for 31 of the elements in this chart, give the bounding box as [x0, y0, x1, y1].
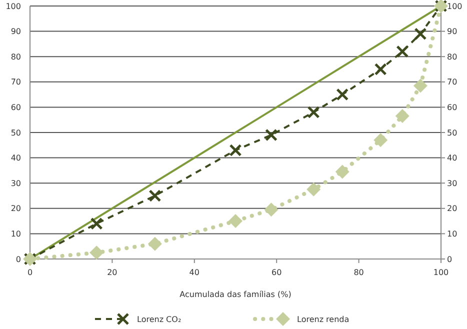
y2-tick-label: 80	[447, 52, 458, 62]
y-tick-label: 70	[10, 78, 21, 87]
x-tick-label: 80	[354, 268, 364, 277]
y-tick-label: 80	[10, 52, 21, 62]
y2-tick-label: 90	[447, 27, 458, 36]
x-tick-label: 20	[107, 268, 118, 277]
y2-tick-label: 50	[447, 128, 458, 138]
y2-tick-label: 100	[447, 2, 462, 11]
x-tick-label: 0	[27, 268, 33, 277]
y-tick-label: 50	[10, 128, 21, 138]
x-tick-label: 60	[272, 268, 282, 277]
y-tick-label: 60	[10, 103, 21, 112]
y-tick-label: 40	[10, 154, 21, 163]
x-tick-label: 100	[433, 268, 449, 277]
legend-label: Lorenz CO₂	[137, 314, 182, 324]
y2-tick-label: 60	[447, 103, 458, 112]
y2-tick-label: 10	[447, 230, 458, 238]
x-axis-title: Acumulada das famílias (%)	[180, 290, 292, 299]
y-tick-label: 0	[16, 254, 21, 264]
x-tick-label: 40	[189, 268, 200, 277]
y-tick-label: 10	[10, 230, 21, 238]
y-tick-label: 30	[10, 178, 21, 188]
y2-tick-label: 20	[447, 204, 458, 214]
y2-tick-label: 30	[447, 178, 458, 188]
y-tick-label: 90	[10, 27, 21, 36]
y-tick-label: 20	[10, 204, 21, 214]
y2-tick-label: 40	[447, 154, 458, 163]
y-tick-label: 100	[6, 2, 21, 11]
y2-tick-label: 70	[447, 78, 458, 87]
y2-tick-label: 0	[447, 254, 452, 264]
legend-label: Lorenz renda	[297, 314, 350, 324]
